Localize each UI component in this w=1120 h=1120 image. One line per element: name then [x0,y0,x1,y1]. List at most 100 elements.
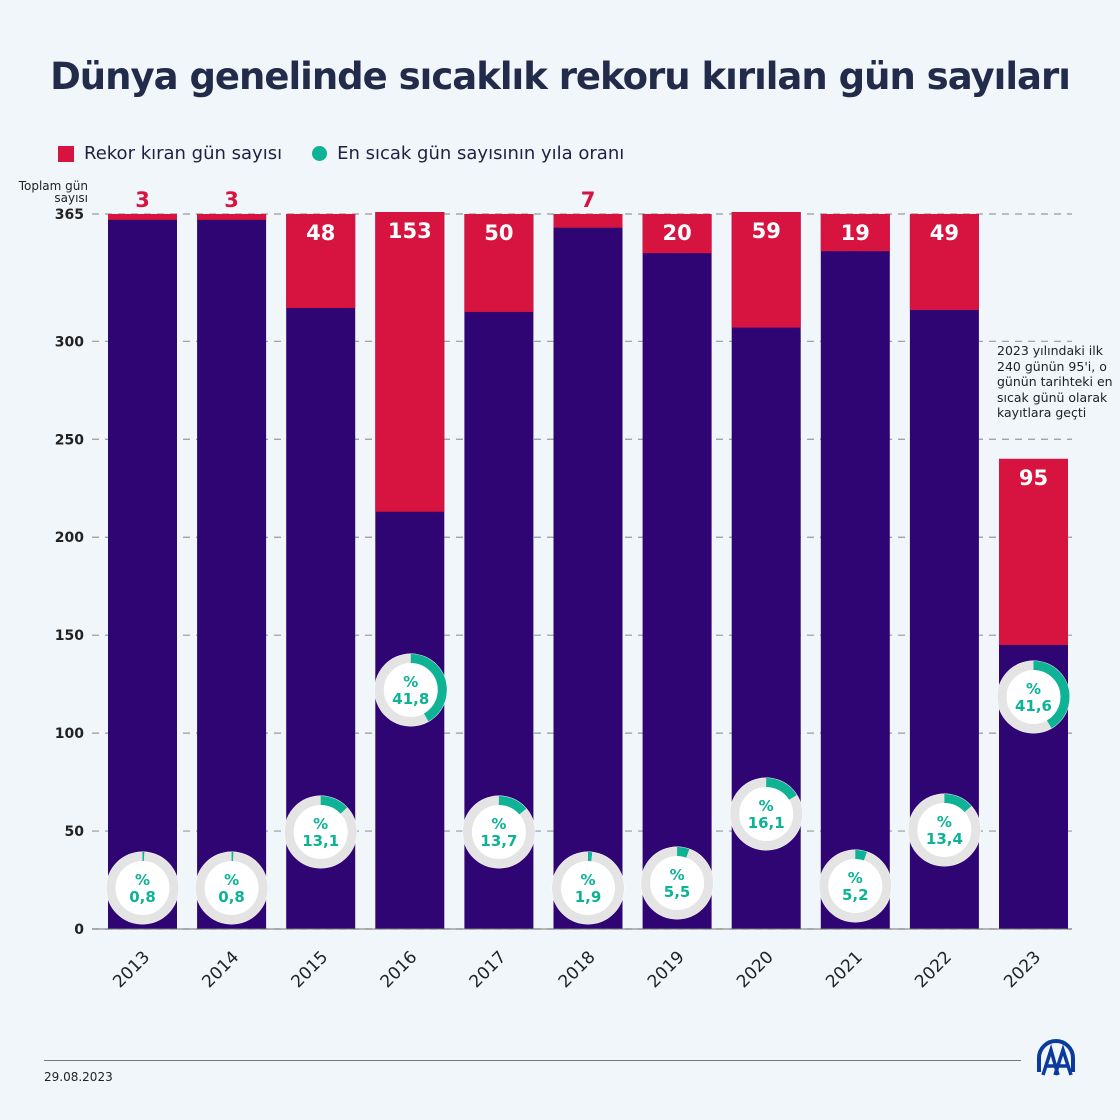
donut-arc [997,661,1070,733]
record-value-label: 48 [306,221,335,245]
bar-total [820,214,890,929]
x-tick-label: 2022 [911,947,956,992]
record-value-label: 59 [752,219,781,243]
record-value-label: 19 [841,221,870,245]
bar-total [197,214,267,929]
ratio-percent-sign: % [403,673,418,691]
donut-bg [284,795,358,869]
bar-group-2021: 19%5,2 2021 [818,214,892,992]
ratio-percent-sign: % [848,869,863,887]
bar-group-2022: 49%13,4 2022 [907,214,981,992]
ratio-value-label: 1,9 [575,888,602,906]
donut-bg [640,846,714,920]
donut-bg [195,851,269,925]
bar-record [464,214,534,312]
bar-group-2015: 48%13,1 2015 [284,214,358,992]
x-tick-label: 2015 [288,947,333,992]
bar-record [108,214,177,220]
bar-group-2013: 3%0,8 2013 [106,188,179,992]
ratio-value-label: 5,2 [842,886,869,904]
ratio-percent-sign: % [937,813,952,831]
donut-bg [551,851,625,925]
ratio-percent-sign: % [224,871,239,889]
record-value-label: 20 [662,221,691,245]
ratio-value-label: 16,1 [748,814,785,832]
bar-record [909,214,979,310]
donut-arc [195,852,268,924]
record-value-label: 7 [581,188,596,212]
x-tick-label: 2020 [733,947,778,992]
x-tick-label: 2023 [1000,947,1045,992]
legend: Rekor kıran gün sayısı En sıcak gün sayı… [58,143,624,164]
donut-arc [908,794,981,866]
page-title: Dünya genelinde sıcaklık rekoru kırılan … [50,55,1071,98]
ratio-value-label: 13,7 [480,832,517,850]
record-value-label: 3 [135,188,150,212]
bar-record [553,214,623,228]
donut-arc [106,852,179,924]
donut-bg [818,849,892,923]
ratio-value-label: 13,1 [302,832,339,850]
y-axis-title: Toplam gün sayısı [18,179,88,205]
x-tick-label: 2019 [644,947,689,992]
y-tick-label: 50 [65,824,85,840]
ratio-value-label: 0,8 [218,888,245,906]
donut-arc [552,852,624,924]
ratio-percent-sign: % [313,815,328,833]
donut-bg [729,777,803,851]
bar-record [731,212,801,328]
record-value-label: 153 [388,219,432,243]
footer-divider [44,1060,1021,1061]
x-tick-label: 2017 [466,947,511,992]
bar-record [642,214,712,254]
legend-label-ratio: En sıcak gün sayısının yıla oranı [337,143,625,164]
bar-record [999,458,1068,645]
legend-label-record: Rekor kıran gün sayısı [84,143,283,164]
y-tick-label: 100 [55,726,84,742]
ratio-value-label: 41,8 [392,690,429,708]
date: 29.08.2023 [44,1070,113,1084]
ratio-percent-sign: % [135,871,150,889]
donut-bg [374,653,448,727]
record-value-label: 49 [930,221,959,245]
bar-group-2014: 3%0,8 2014 [195,188,269,992]
x-tick-label: 2014 [198,947,243,992]
y-tick-label: 250 [55,432,84,448]
record-value-label: 95 [1019,466,1048,490]
record-value-label: 50 [484,221,513,245]
bar-total [553,214,623,929]
donut-arc [819,850,892,922]
donut-arc [284,796,357,868]
ratio-value-label: 41,6 [1015,697,1052,715]
y-tick-label: 150 [55,628,84,644]
bar-total [642,214,712,929]
donut-arc [462,796,535,868]
x-tick-label: 2018 [555,947,600,992]
annotation-2023: 2023 yılındaki ilk 240 günün 95'i, o gün… [997,343,1113,420]
bar-group-2019: 20%5,5 2019 [640,214,714,992]
bar-group-2016: 153%41,8 2016 [374,212,448,992]
x-tick-label: 2013 [109,947,154,992]
donut-arc [641,847,714,919]
ratio-percent-sign: % [580,871,595,889]
x-tick-label: 2016 [377,947,422,992]
legend-swatch-ratio [312,146,328,161]
ratio-percent-sign: % [670,866,685,884]
record-value-label: 3 [224,188,239,212]
ratio-value-label: 13,4 [926,830,963,848]
donut-arc [730,778,803,850]
bar-record [286,214,356,309]
donut-bg [997,660,1070,734]
y-tick-label: 365 [55,207,84,223]
ratio-value-label: 0,8 [129,888,156,906]
donut-bg [462,795,536,869]
ratio-value-label: 5,5 [664,883,691,901]
donut-bg [907,793,981,867]
bar-group-2017: 50%13,7 2017 [462,214,536,992]
bar-group-2020: 59%16,1 2020 [729,212,803,992]
bar-group-2018: 7%1,9 2018 [551,188,625,992]
ratio-percent-sign: % [759,797,774,815]
bar-group-2023: 95%41,6 2023 [997,458,1070,992]
